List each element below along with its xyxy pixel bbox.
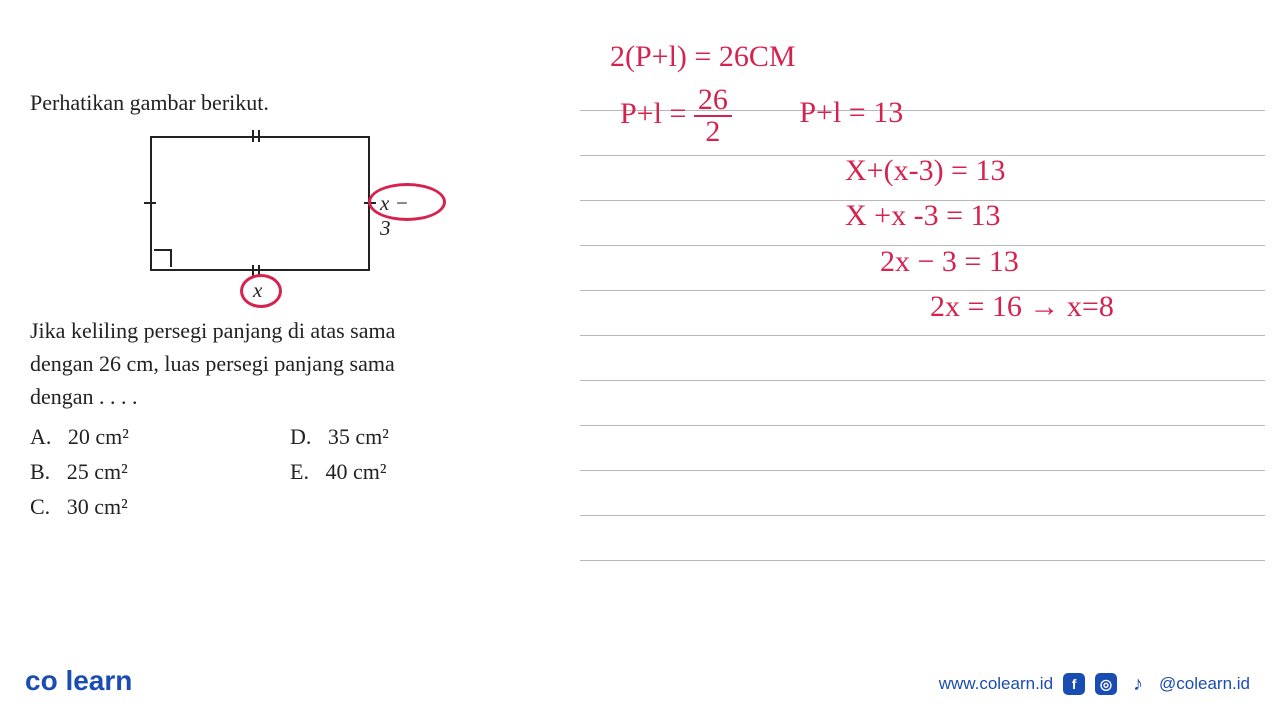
option-a-value: 20 cm² [68,424,129,449]
footer: co learn www.colearn.id f ◎ ♪ @colearn.i… [0,665,1280,705]
work-text: P+l = [620,96,694,129]
option-c: C. 30 cm² [30,489,290,524]
tick-mark [252,130,254,142]
option-d-value: 35 cm² [328,424,389,449]
handwriting-work: 2(P+l) = 26CM P+l = 262 P+l = 13 X+(x-3)… [600,35,1260,329]
footer-url: www.colearn.id [939,674,1053,694]
highlight-circle [240,274,282,308]
ruled-line [580,515,1265,516]
handwriting-panel: 2(P+l) = 26CM P+l = 262 P+l = 13 X+(x-3)… [600,35,1260,329]
facebook-icon: f [1063,673,1085,695]
work-line: X+(x-3) = 13 [845,149,1260,193]
tick-mark [144,202,156,204]
work-text: P+l = 13 [799,96,903,129]
tiktok-icon: ♪ [1127,673,1149,695]
right-angle-marker [154,249,172,267]
fraction-numerator: 26 [694,85,732,117]
options-col-right: D. 35 cm² E. 40 cm² [290,419,550,525]
fraction: 262 [694,85,732,147]
option-d: D. 35 cm² [290,419,550,454]
highlight-circle [368,183,446,221]
brand-logo: co learn [25,665,132,697]
options-col-left: A. 20 cm² B. 25 cm² C. 30 cm² [30,419,290,525]
option-b: B. 25 cm² [30,454,290,489]
ruled-line [580,335,1265,336]
work-line: 2(P+l) = 26CM [610,35,1260,79]
question-title: Perhatikan gambar berikut. [30,90,570,116]
option-e-value: 40 cm² [325,459,386,484]
answer-options: A. 20 cm² B. 25 cm² C. 30 cm² D. 35 cm² … [30,419,570,525]
rectangle-shape [150,136,370,271]
option-a: A. 20 cm² [30,419,290,454]
ruled-line [580,380,1265,381]
question-body: Jika keliling persegi panjang di atas sa… [30,314,550,413]
option-c-value: 30 cm² [67,494,128,519]
question-body-line: dengan 26 cm, luas persegi panjang sama [30,351,395,376]
work-line: 2x − 3 = 13 [880,240,1260,284]
tick-mark [258,130,260,142]
ruled-line [580,425,1265,426]
logo-text: co learn [25,665,132,696]
work-line: 2x = 16 → x=8 [930,285,1260,329]
question-body-line: Jika keliling persegi panjang di atas sa… [30,318,395,343]
work-line: X +x -3 = 13 [845,194,1260,238]
ruled-line [580,470,1265,471]
option-b-value: 25 cm² [67,459,128,484]
question-panel: Perhatikan gambar berikut. x − 3 x Jika … [30,90,570,525]
footer-right: www.colearn.id f ◎ ♪ @colearn.id [939,673,1250,695]
fraction-denominator: 2 [694,117,732,147]
option-e: E. 40 cm² [290,454,550,489]
ruled-line [580,560,1265,561]
footer-handle: @colearn.id [1159,674,1250,694]
rectangle-diagram: x − 3 x [150,136,410,296]
instagram-icon: ◎ [1095,673,1117,695]
question-body-line: dengan . . . . [30,384,138,409]
work-line: P+l = 262 P+l = 13 [620,85,1260,147]
